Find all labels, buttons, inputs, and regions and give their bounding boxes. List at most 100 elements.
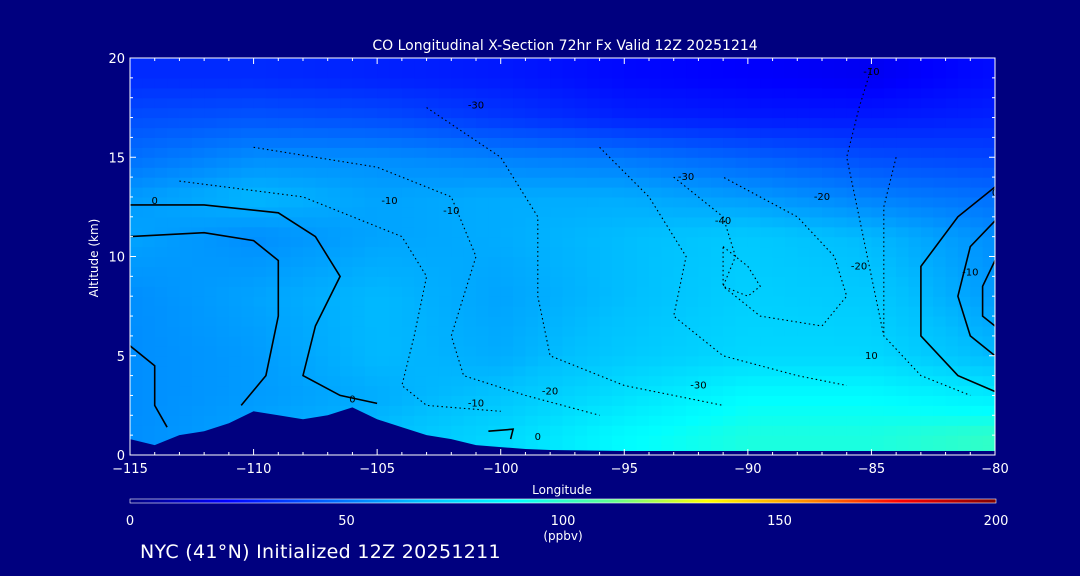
field-cell — [859, 355, 873, 367]
field-cell — [970, 365, 984, 377]
field-cell — [377, 345, 391, 357]
field-cell — [327, 127, 341, 138]
field-cell — [970, 226, 984, 238]
field-cell — [649, 137, 662, 148]
field-cell — [364, 365, 378, 377]
field-cell — [957, 355, 971, 367]
field-cell — [587, 286, 601, 297]
field-cell — [599, 67, 613, 79]
field-cell — [154, 226, 168, 238]
contour-label: -20 — [542, 387, 558, 398]
field-cell — [377, 415, 391, 426]
field-cell — [871, 206, 885, 218]
field-cell — [513, 216, 527, 228]
field-cell — [315, 206, 329, 218]
field-cell — [574, 137, 588, 148]
field-cell — [735, 58, 749, 69]
field-cell — [228, 157, 242, 168]
field-cell — [179, 147, 193, 158]
field-cell — [846, 177, 860, 188]
field-cell — [834, 395, 848, 406]
field-cell — [130, 246, 143, 258]
field-cell — [772, 286, 786, 297]
field-cell — [636, 216, 650, 228]
field-cell — [920, 425, 934, 436]
field-cell — [859, 326, 873, 337]
field-cell — [945, 107, 959, 119]
field-cell — [451, 296, 465, 307]
field-cell — [772, 326, 786, 337]
field-cell — [599, 77, 613, 89]
field-cell — [513, 256, 527, 267]
field-cell — [624, 127, 638, 138]
field-cell — [537, 147, 551, 158]
field-cell — [241, 137, 255, 148]
field-cell — [562, 415, 576, 426]
field-cell — [315, 276, 329, 287]
field-cell — [377, 236, 391, 248]
field-cell — [241, 196, 255, 208]
field-cell — [550, 425, 564, 436]
field-cell — [686, 415, 700, 426]
field-cell — [253, 256, 267, 267]
field-cell — [401, 167, 415, 178]
field-cell — [970, 326, 984, 337]
field-cell — [846, 306, 860, 317]
field-cell — [908, 335, 922, 347]
field-cell — [784, 226, 798, 238]
field-cell — [204, 216, 218, 228]
field-cell — [550, 216, 564, 228]
field-cell — [933, 97, 947, 109]
field-cell — [216, 415, 230, 426]
field-cell — [303, 117, 316, 129]
field-cell — [957, 345, 971, 357]
field-cell — [167, 286, 181, 297]
field-cell — [686, 296, 700, 307]
field-cell — [438, 147, 452, 158]
field-cell — [673, 196, 687, 208]
field-cell — [896, 87, 910, 99]
field-cell — [550, 226, 564, 238]
field-cell — [290, 335, 304, 347]
field-cell — [451, 345, 465, 357]
field-cell — [661, 107, 675, 119]
field-cell — [723, 246, 737, 258]
field-cell — [265, 67, 279, 79]
field-cell — [673, 385, 687, 396]
field-cell — [525, 266, 539, 277]
field-cell — [525, 87, 539, 99]
field-cell — [253, 107, 267, 119]
field-cell — [550, 405, 564, 416]
field-cell — [154, 216, 168, 228]
field-cell — [438, 326, 452, 337]
field-cell — [476, 58, 489, 69]
field-cell — [451, 276, 465, 287]
field-cell — [179, 177, 193, 188]
field-cell — [797, 167, 811, 178]
field-cell — [723, 375, 737, 387]
field-cell — [476, 177, 489, 188]
field-cell — [278, 365, 292, 377]
field-cell — [463, 276, 477, 287]
field-cell — [278, 395, 292, 406]
field-cell — [611, 345, 625, 357]
field-cell — [636, 97, 650, 109]
field-cell — [241, 276, 255, 287]
field-cell — [587, 435, 601, 446]
field-cell — [179, 256, 193, 267]
field-cell — [476, 87, 489, 99]
field-cell — [970, 246, 984, 258]
field-cell — [500, 415, 514, 426]
field-cell — [500, 256, 514, 267]
field-cell — [636, 326, 650, 337]
field-cell — [822, 345, 835, 357]
field-cell — [933, 445, 947, 455]
field-cell — [426, 286, 440, 297]
field-cell — [303, 196, 316, 208]
field-cell — [957, 117, 971, 129]
field-cell — [772, 226, 786, 238]
field-cell — [649, 345, 662, 357]
field-cell — [253, 365, 267, 377]
field-cell — [562, 335, 576, 347]
field-cell — [364, 405, 378, 416]
